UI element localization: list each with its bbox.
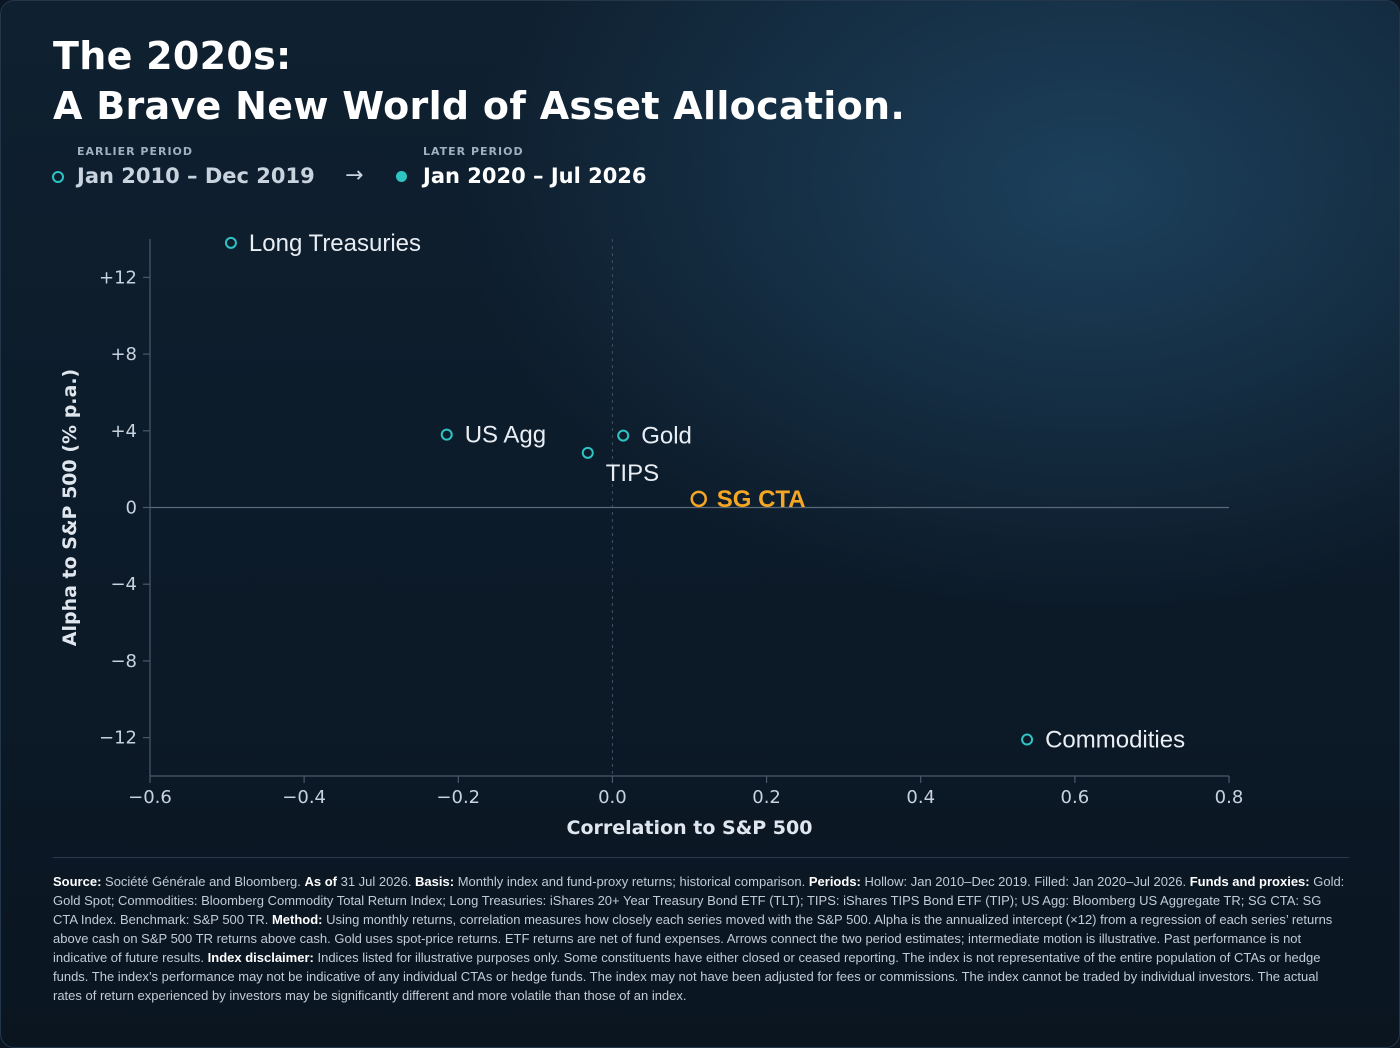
point-label-sg-cta: SG CTA bbox=[717, 486, 806, 513]
point-gold bbox=[617, 429, 630, 442]
footnote-term: Method: bbox=[271, 912, 323, 927]
y-tick-label: +8 bbox=[110, 344, 137, 365]
x-tick-label: −0.4 bbox=[282, 787, 326, 808]
footnote-text: Hollow: Jan 2010–Dec 2019. Filled: Jan 2… bbox=[860, 874, 1190, 889]
x-tick-label: 0.4 bbox=[906, 787, 935, 808]
chart-title: The 2020s: A Brave New World of Asset Al… bbox=[53, 31, 905, 131]
point-label-gold: Gold bbox=[641, 423, 692, 450]
footnote-text: Société Générale and Bloomberg. bbox=[101, 874, 305, 889]
footnote: Source: Société Générale and Bloomberg. … bbox=[53, 872, 1349, 1005]
x-tick-label: 0.0 bbox=[598, 787, 627, 808]
later-period-value: Jan 2020 – Jul 2026 bbox=[423, 164, 647, 188]
point-sg-cta bbox=[690, 490, 707, 508]
y-tick-label: +4 bbox=[110, 421, 137, 442]
footnote-term: Periods: bbox=[808, 874, 861, 889]
point-tips bbox=[581, 446, 594, 459]
y-tick-label: −12 bbox=[99, 728, 137, 749]
x-tick-label: −0.2 bbox=[436, 787, 480, 808]
footnote-divider bbox=[53, 857, 1349, 858]
x-tick-label: 0.6 bbox=[1061, 787, 1090, 808]
footnote-term: Basis: bbox=[415, 874, 455, 889]
point-label-commodities: Commodities bbox=[1045, 727, 1185, 754]
y-tick-label: −4 bbox=[110, 574, 137, 595]
earlier-period-label: EARLIER PERIOD bbox=[77, 145, 194, 158]
footnote-term: Funds and proxies: bbox=[1189, 874, 1310, 889]
y-axis-title: Alpha to S&P 500 (% p.a.) bbox=[59, 369, 81, 646]
hollow-marker-icon bbox=[52, 171, 64, 183]
scatter-plot: −0.6 −0.4 −0.2 0.0 0.2 0.4 0.6 0.8 +12 +8 +4 0 −4 −8 −… bbox=[59, 230, 1243, 839]
title-line-2: A Brave New World of Asset Allocation. bbox=[53, 84, 906, 128]
later-period-label: LATER PERIOD bbox=[423, 145, 524, 158]
point-us-agg bbox=[440, 428, 453, 441]
point-commodities bbox=[1021, 733, 1034, 746]
filled-marker-icon bbox=[396, 171, 407, 182]
x-tick-label: −0.6 bbox=[128, 787, 172, 808]
y-tick-label: 0 bbox=[126, 498, 137, 519]
point-label-long-treasuries: Long Treasuries bbox=[249, 230, 421, 257]
x-tick-label: 0.2 bbox=[752, 787, 781, 808]
footnote-term: Index disclaimer: bbox=[207, 950, 314, 965]
point-label-tips: TIPS bbox=[606, 460, 659, 487]
footnote-text: Indices listed for illustrative purposes… bbox=[53, 950, 1321, 1003]
y-tick-label: +12 bbox=[99, 267, 137, 288]
point-label-us-agg: US Agg bbox=[465, 422, 546, 449]
x-tick-label: 0.8 bbox=[1215, 787, 1244, 808]
earlier-period-value: Jan 2010 – Dec 2019 bbox=[77, 164, 315, 188]
footnote-text: 31 Jul 2026. bbox=[336, 874, 416, 889]
footnote-term: As of bbox=[304, 874, 337, 889]
x-axis-title: Correlation to S&P 500 bbox=[567, 817, 813, 839]
right-arrow-icon: → bbox=[345, 163, 364, 188]
point-long-treasuries bbox=[224, 236, 237, 249]
axes: −0.6 −0.4 −0.2 0.0 0.2 0.4 0.6 0.8 +12 +8 +4 0 −4 −8 −… bbox=[59, 239, 1243, 839]
footnote-text: Using monthly returns, correlation measu… bbox=[53, 912, 1333, 965]
footnote-term: Source: bbox=[53, 874, 102, 889]
footnote-text: Gold: Gold Spot; Commodities: Bloomberg … bbox=[53, 874, 1345, 927]
y-tick-label: −8 bbox=[110, 651, 137, 672]
marks: Long Treasuries US Agg Gold TIPS SG CTA Commo… bbox=[224, 230, 1185, 754]
footnote-text: Monthly index and fund-proxy returns; hi… bbox=[454, 874, 809, 889]
title-line-1: The 2020s: bbox=[53, 34, 292, 78]
